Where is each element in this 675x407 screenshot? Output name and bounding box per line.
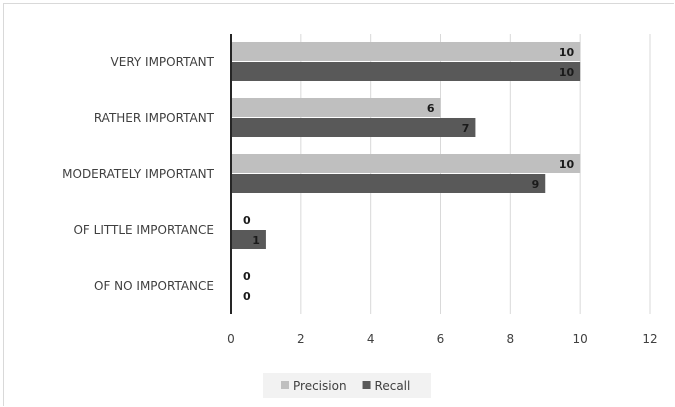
bar-precision: [231, 154, 581, 173]
x-tick-label: 2: [297, 332, 305, 346]
category-label: OF LITTLE IMPORTANCE: [73, 223, 214, 237]
data-label: 6: [427, 102, 435, 115]
data-label: 10: [559, 158, 575, 171]
legend-swatch-precision: [281, 381, 289, 389]
bar-precision: [231, 98, 441, 117]
category-label: RATHER IMPORTANT: [94, 111, 215, 125]
data-label: 1: [252, 234, 260, 247]
data-label: 10: [559, 46, 575, 59]
bars: [231, 42, 581, 249]
bar-recall: [231, 62, 581, 81]
data-label: 10: [559, 66, 575, 79]
legend-label-recall: Recall: [375, 379, 411, 393]
x-tick-label: 4: [367, 332, 375, 346]
category-label: OF NO IMPORTANCE: [94, 279, 214, 293]
x-tick-label: 6: [437, 332, 445, 346]
x-tick-label: 10: [573, 332, 588, 346]
bar-precision: [231, 42, 581, 61]
data-label: 0: [243, 270, 251, 283]
x-tick-label: 0: [227, 332, 235, 346]
legend-swatch-recall: [362, 381, 371, 389]
category-label: MODERATELY IMPORTANT: [62, 167, 215, 181]
legend-box: [263, 373, 431, 398]
legend-label-precision: Precision: [293, 379, 347, 393]
legend: Precision Recall: [263, 373, 431, 398]
chart-frame: 0 2 4 6 8 10 12 VERY IMPORTANT 10 10 RATHER IMPORT…: [3, 3, 674, 406]
x-tick-label: 8: [507, 332, 515, 346]
bar-recall: [231, 174, 546, 193]
bar-recall: [231, 230, 266, 249]
bar-recall: [231, 118, 476, 137]
data-label: 9: [532, 178, 540, 191]
x-tick-label: 12: [642, 332, 657, 346]
data-label: 0: [243, 214, 251, 227]
data-label: 0: [243, 290, 251, 303]
data-label: 7: [462, 122, 470, 135]
category-label: VERY IMPORTANT: [111, 55, 215, 69]
